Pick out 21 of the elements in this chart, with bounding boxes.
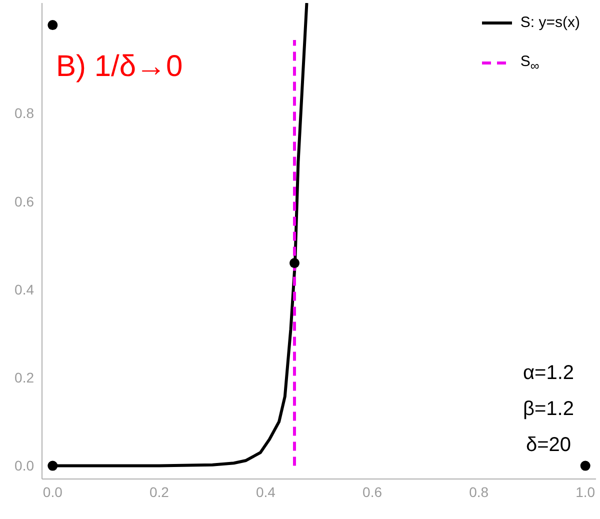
point xyxy=(289,258,300,268)
x-tick-label: 0.4 xyxy=(256,484,276,500)
legend-label: S$_{∞}$ xyxy=(520,53,540,73)
y-tick-label: 0.6 xyxy=(14,193,34,210)
annotation: B) 1/δ→0 xyxy=(56,50,183,84)
x-tick-label: 0.8 xyxy=(469,484,489,500)
x-tick-label: 0.6 xyxy=(362,484,382,500)
y-tick-label: 0.4 xyxy=(14,281,34,298)
y-tick-label: 0.2 xyxy=(14,370,34,386)
annotation: δ=20 xyxy=(524,433,572,458)
x-tick-label: 1.0 xyxy=(576,484,596,500)
legend-label: S: y=s(x) xyxy=(520,14,580,31)
y-tick-label: 0.8 xyxy=(14,105,34,122)
point xyxy=(48,460,58,471)
x-tick-label: 0.2 xyxy=(149,484,170,500)
point xyxy=(580,460,590,471)
y-tick-label: 0.0 xyxy=(14,458,34,474)
annotation: α=1.2 xyxy=(522,361,574,386)
annotation: β=1.2 xyxy=(522,397,574,422)
x-tick-label: 0.0 xyxy=(42,484,63,500)
point xyxy=(48,20,58,30)
